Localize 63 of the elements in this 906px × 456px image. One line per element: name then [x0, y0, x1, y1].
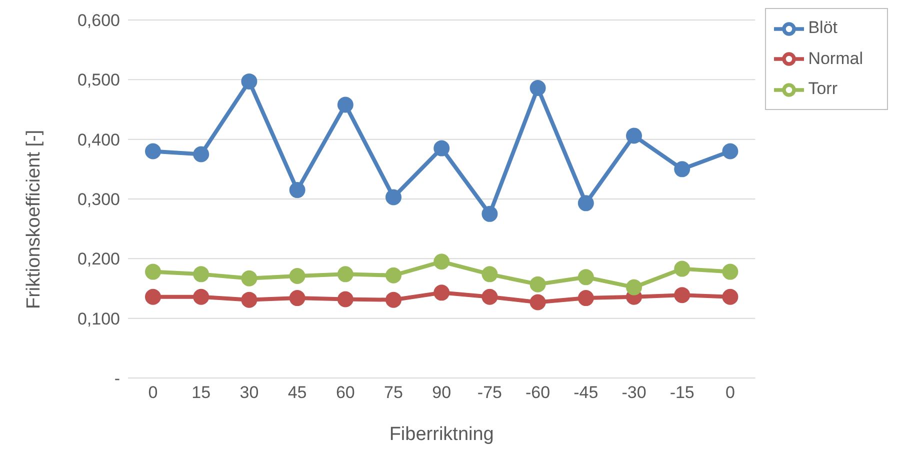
legend-label: Blöt — [808, 18, 838, 37]
x-tick-label: 0 — [148, 383, 158, 402]
x-tick-label: 75 — [384, 383, 403, 402]
point — [434, 140, 450, 156]
y-tick-label: 0,500 — [77, 70, 120, 90]
point — [530, 80, 546, 96]
point — [674, 161, 690, 178]
point — [530, 276, 546, 292]
point — [578, 290, 594, 306]
x-tick-label: 90 — [432, 383, 452, 402]
point — [674, 260, 690, 277]
point — [482, 206, 498, 222]
point — [145, 143, 161, 160]
legend-label: Torr — [808, 79, 838, 98]
y-tick-label: - — [114, 369, 120, 388]
point — [241, 292, 258, 308]
legend-label: Normal — [808, 48, 863, 68]
point — [434, 254, 450, 270]
x-tick-label: 30 — [240, 383, 259, 402]
x-tick-label: 45 — [288, 383, 307, 402]
point — [289, 182, 306, 198]
point — [722, 143, 738, 160]
x-tick-label: 0 — [725, 383, 735, 402]
point — [578, 195, 594, 212]
point — [337, 291, 354, 308]
point — [722, 264, 738, 280]
x-tick-label: 60 — [336, 383, 355, 402]
point — [482, 266, 498, 282]
x-tick-label: -30 — [622, 383, 646, 402]
point — [193, 266, 210, 282]
point — [482, 288, 498, 305]
point — [674, 287, 690, 304]
y-tick-label: 0,400 — [77, 130, 120, 150]
point — [722, 288, 738, 305]
y-axis-title: Friktionskoefficient [-] — [24, 130, 45, 309]
point — [434, 284, 450, 301]
point — [386, 267, 402, 284]
x-tick-label: -75 — [477, 383, 502, 402]
point — [530, 294, 546, 310]
y-tick-label: 0,100 — [77, 309, 120, 328]
x-tick-label: -15 — [670, 383, 694, 402]
point — [337, 96, 354, 113]
point — [193, 288, 210, 305]
y-tick-label: 0,300 — [77, 190, 120, 210]
y-tick-label: 0,600 — [77, 11, 120, 30]
point — [626, 279, 642, 296]
point — [386, 189, 402, 206]
point — [289, 290, 306, 306]
point — [289, 268, 306, 284]
point — [386, 292, 402, 308]
y-tick-label: 0,200 — [77, 250, 120, 269]
point — [241, 270, 258, 286]
point — [241, 73, 258, 90]
point — [337, 266, 354, 282]
x-axis-title: Fiberriktning — [389, 424, 494, 445]
x-tick-label: -60 — [526, 383, 550, 402]
point — [145, 288, 161, 305]
point — [626, 128, 642, 144]
x-tick-label: -45 — [574, 383, 598, 402]
point — [578, 269, 594, 286]
x-tick-label: 15 — [192, 383, 211, 402]
point — [193, 146, 210, 162]
point — [145, 264, 161, 280]
